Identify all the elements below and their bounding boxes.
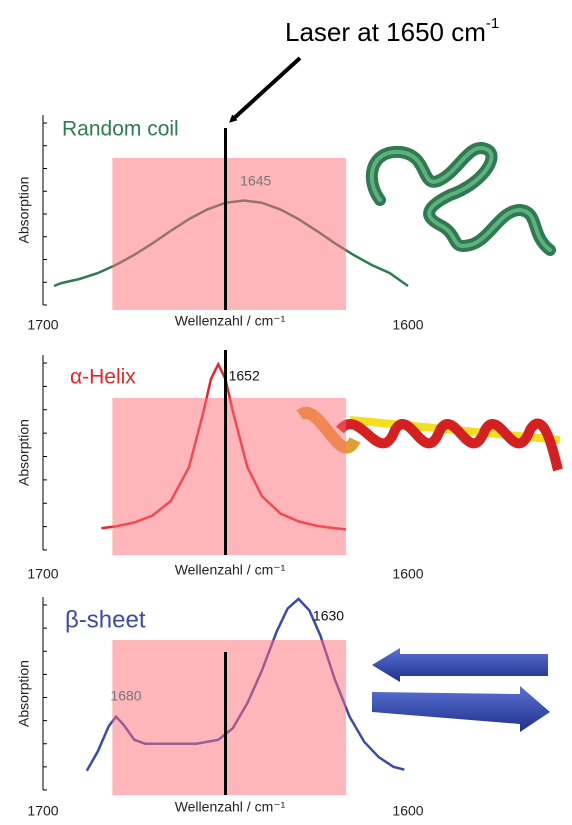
- x-tick-label: 1600: [392, 566, 423, 582]
- laser-label: Laser at 1650 cm-1: [285, 15, 499, 47]
- x-tick-label: 1600: [392, 803, 423, 819]
- strand-arrow: [372, 686, 550, 732]
- highlight-band: [112, 158, 346, 310]
- peak-label: 1680: [110, 688, 141, 704]
- x-axis-label: Wellenzahl / cm⁻¹: [175, 799, 286, 815]
- y-axis-label: Absorption: [16, 660, 32, 727]
- laser-superscript: -1: [486, 15, 499, 32]
- series-name: Random coil: [62, 118, 179, 141]
- peak-label: 1645: [240, 173, 271, 189]
- x-tick-label: 1600: [392, 317, 423, 333]
- y-axis-label: Absorption: [16, 177, 32, 244]
- coil-highlight: [369, 146, 552, 252]
- laser-arrow: [229, 56, 302, 123]
- series-name: β-sheet: [65, 606, 146, 633]
- series-name: α-Helix: [70, 366, 136, 389]
- x-tick-label: 1700: [27, 803, 58, 819]
- strand-arrow: [372, 648, 548, 682]
- laser-text: Laser at 1650 cm: [285, 17, 486, 47]
- x-axis-label: Wellenzahl / cm⁻¹: [175, 313, 286, 329]
- highlight-band: [112, 398, 346, 555]
- y-axis-label: Absorption: [16, 419, 32, 486]
- peak-label: 1652: [229, 368, 260, 384]
- x-axis-label: Wellenzahl / cm⁻¹: [175, 562, 286, 578]
- peak-label: 1630: [313, 608, 344, 624]
- highlight-band: [112, 640, 346, 795]
- x-tick-label: 1700: [27, 317, 58, 333]
- x-tick-label: 1700: [27, 566, 58, 582]
